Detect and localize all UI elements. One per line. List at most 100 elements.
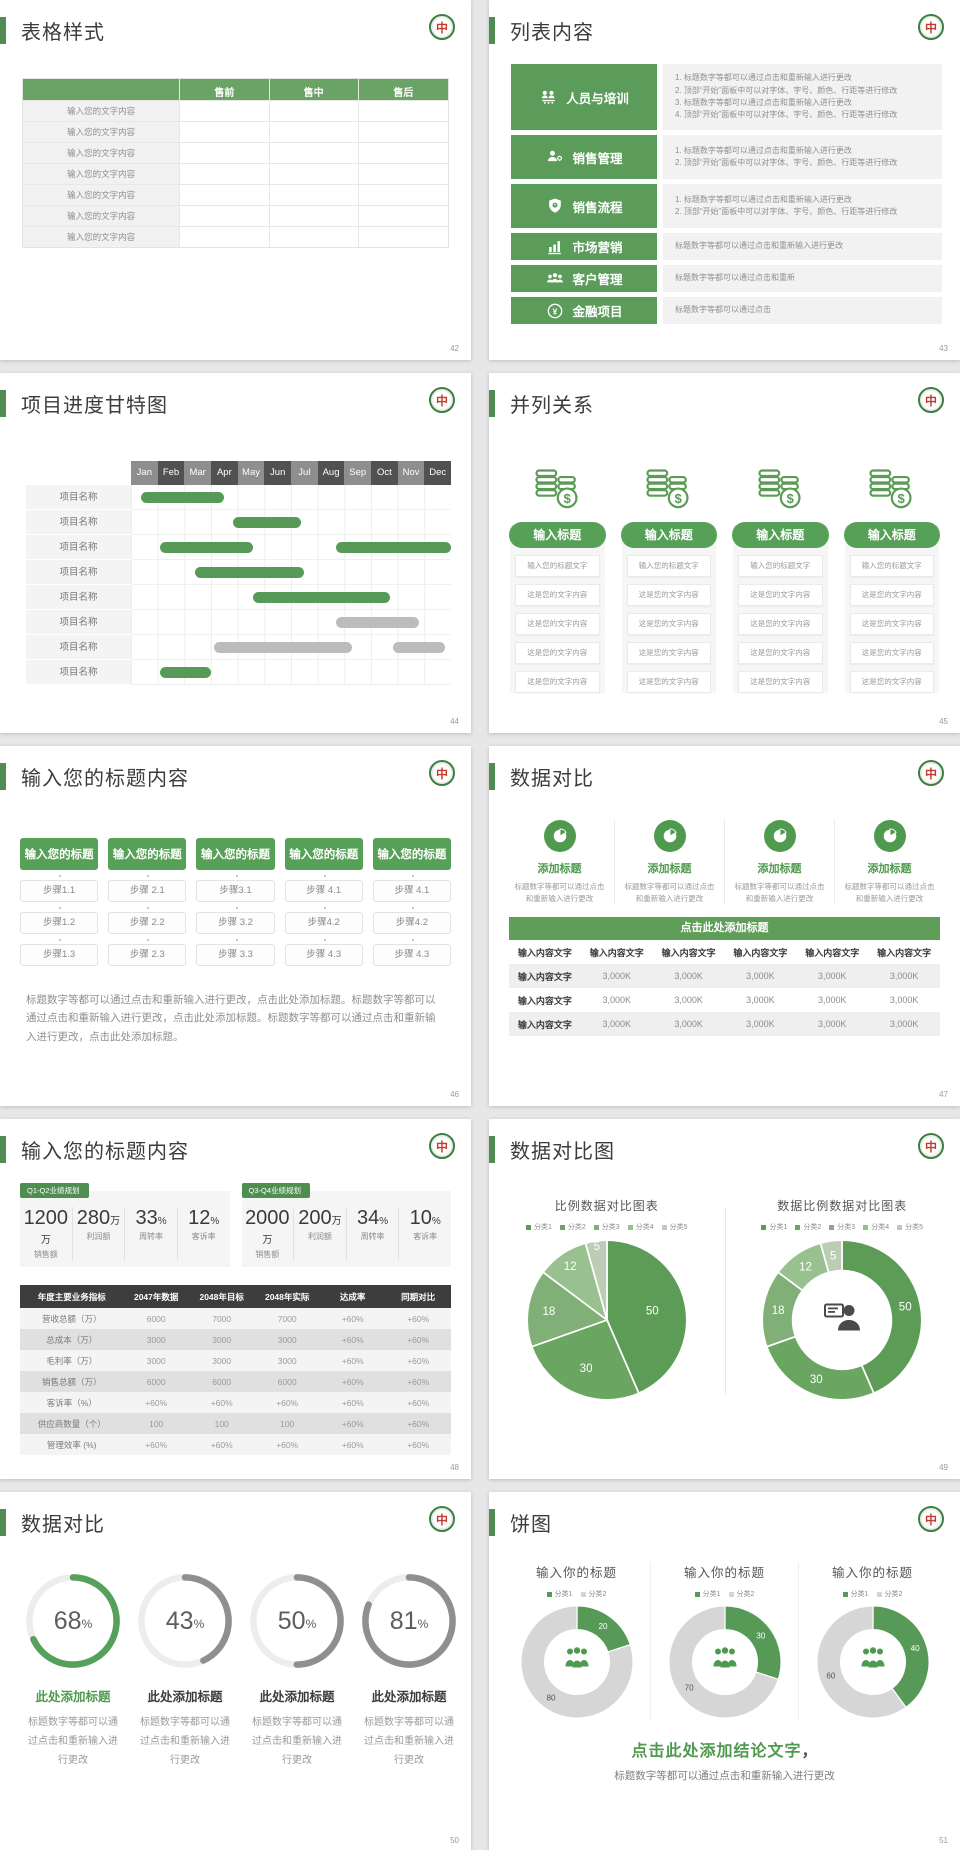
pie-slice (819, 1239, 844, 1274)
item-label-text: 人员与培训 (566, 91, 629, 106)
coin-icon: ¥ (548, 303, 563, 318)
step-column-header: 输入您的标题 (284, 838, 363, 870)
gantt-bar (335, 542, 451, 553)
column-strip (510, 525, 605, 693)
title-accent-bar (0, 390, 6, 417)
table-header-row: 年度主要业务指标 2047年数据 2048年目标 2048年实际 达成率 同期对比 (20, 1285, 451, 1308)
item-label: 销售管理 (511, 135, 657, 179)
kpi-stat: 34% 周转率 (345, 1207, 399, 1260)
column-strip (733, 525, 828, 693)
slide-title: 饼图 (510, 1514, 552, 1536)
legend-marker (661, 1224, 667, 1230)
gantt-row: 项目名称 (26, 585, 451, 610)
column-row: 输入您的标题文字 (738, 555, 823, 577)
ring-title: 此处添加标题 (147, 1690, 223, 1704)
table-row: 营收总额（万） 6000 7000 7000 +60% +60% (20, 1308, 451, 1329)
slice-value-label: 12 (799, 1261, 812, 1273)
slide-kpi-table[interactable]: 输入您的标题内容 中 Q1-Q2业绩规划 1200万 销售额 280万 利润额 33… (0, 1119, 471, 1479)
list: 人员与培训 1. 标题数字等都可以通过点击和重新输入进行更改 2. 顶部“开始”… (511, 64, 942, 324)
slide-gantt-chart[interactable]: 项目进度甘特图 中 Jan Feb Mar Apr May Jun Jul Aug Sep Oct… (0, 373, 471, 733)
people-training-icon (542, 90, 556, 104)
page-number: 42 (450, 344, 459, 353)
legend-item: 分类2 (876, 1589, 902, 1599)
slice-value-label: 60 (826, 1671, 836, 1680)
slice-value-label: 30 (810, 1374, 823, 1386)
chart-legend: 分类1 分类2 分类3 分类4 分类5 (725, 1222, 960, 1232)
gantt-row: 项目名称 (26, 535, 451, 560)
gantt-month-dec: Dec (424, 461, 452, 485)
gantt-month-header: Jan Feb Mar Apr May Jun Jul Aug Sep Oct Nov Dec (131, 461, 452, 485)
step-column-header: 输入您的标题 (20, 838, 99, 870)
gantt-bar (195, 567, 304, 578)
table-row: 输入您的文字内容 (23, 184, 448, 205)
row-label: 输入您的文字内容 (23, 184, 181, 205)
title-accent-bar (0, 1509, 6, 1536)
table-row: 输入您的文字内容 (23, 205, 448, 226)
item-label: ¥ 金融项目 (511, 297, 657, 324)
slide-list-content[interactable]: 列表内容 中 人员与培训 1. 标题数字等都可以通过点击和重新输入进行更改 2.… (489, 0, 960, 360)
ring-card: 50% 此处添加标题 标题数字等都可以通过点击和重新输入进行更改 (246, 1570, 348, 1770)
table-row: 总成本（万） 3000 3000 3000 +60% +60% (20, 1329, 451, 1350)
compare-card: 添加标题 标题数字等都可以通过点击和重新输入进行更改 (724, 820, 834, 905)
gantt-month-may: May (237, 461, 265, 485)
pie-slice (871, 1605, 930, 1709)
kpi-groups: Q1-Q2业绩规划 1200万 销售额 280万 利润额 33% 周转率 12% 客诉率… (20, 1183, 451, 1267)
coins-dollar-icon: $ (535, 469, 578, 509)
legend-item: 分类4 (863, 1222, 889, 1232)
pie-chart-icon (653, 820, 686, 852)
pie-title: 输入你的标题 (535, 1566, 617, 1580)
step-box: 步骤 2.3 (108, 939, 187, 966)
slice-value-label: 5 (830, 1251, 836, 1263)
item-line: 标题数字等都可以通过点击和重新 (675, 273, 795, 283)
row-label: 输入您的文字内容 (23, 205, 181, 226)
legend-item: 分类2 (728, 1589, 754, 1599)
list-item: 销售流程 1. 标题数字等都可以通过点击和重新输入进行更改 2. 顶部“开始”面… (511, 184, 942, 228)
gantt-rows: 项目名称 项目名称 项目名称 项目名称 项目名称 项目名称 项目名称 项目名称 (26, 485, 451, 685)
legend-item: 分类4 (627, 1222, 654, 1232)
ring-title: 此处添加标题 (371, 1690, 447, 1704)
gantt-row: 项目名称 (26, 610, 451, 635)
item-label: 市场营销 (511, 233, 657, 260)
table-row: 客诉率（%） +60% +60% +60% +60% +60% (20, 1392, 451, 1413)
slide-data-compare[interactable]: 数据对比 中 添加标题 标题数字等都可以通过点击和重新输入进行更改 添加标题 标… (489, 746, 960, 1106)
slide-table-style[interactable]: 表格样式 中 售前 售中 售后 输入您的文字内容 输入您的文字内容 输入您的文字… (0, 0, 471, 360)
column-row: 这是您的文字内容 (626, 613, 711, 635)
ring-desc: 标题数字等都可以通过点击和重新输入进行更改 (140, 1717, 230, 1766)
coins-dollar-icon: $ (646, 469, 690, 509)
legend-marker (728, 1591, 734, 1597)
ring-card: 43% 此处添加标题 标题数字等都可以通过点击和重新输入进行更改 (134, 1570, 236, 1770)
slide-progress-rings[interactable]: 数据对比 中 68% 此处添加标题 标题数字等都可以通过点击和重新输入进行更改 … (0, 1492, 471, 1850)
legend-item: 分类5 (661, 1222, 688, 1232)
pie-slice (841, 1239, 923, 1395)
title-accent-bar (0, 17, 6, 44)
step-box: 步骤4.2 (284, 907, 363, 934)
slice-value-label: 50 (646, 1305, 659, 1317)
gantt-month-aug: Aug (317, 461, 345, 485)
kpi-stat: 2000万 销售额 (245, 1207, 290, 1259)
gantt-month-apr: Apr (211, 461, 238, 485)
slide-pie-compare[interactable]: 数据对比图 中 比例数据对比图表 分类1 分类2 分类3 分类4 分类5 50 3… (489, 1119, 960, 1479)
svg-text:$: $ (898, 491, 906, 506)
column-title-pill: 输入标题 (732, 522, 829, 548)
school-logo: 中 (429, 14, 455, 40)
title-accent-bar (489, 17, 495, 44)
legend-marker (694, 1591, 700, 1597)
slide-steps[interactable]: 输入您的标题内容 中 输入您的标题 步骤1.1 步骤1.2 步骤1.3 输入您的… (0, 746, 471, 1106)
gantt-bar (159, 542, 253, 553)
slide-parallel-relation[interactable]: 并列关系 中 $ 输入标题 输入您的标题文字 这是您的文字内容 这是您的文字内容… (489, 373, 960, 733)
slide-pie-charts[interactable]: 饼图 中 输入你的标题 分类1 分类2 20 80 输入你的标题 分类1 分类2 (489, 1492, 960, 1850)
legend-marker (546, 1591, 552, 1597)
content-table: 售前 售中 售后 输入您的文字内容 输入您的文字内容 输入您的文字内容 输入您的… (22, 78, 449, 248)
legend-marker (525, 1224, 531, 1230)
column-row: 这是您的文字内容 (738, 613, 823, 635)
gantt-month-jun: Jun (264, 461, 292, 485)
parallel-columns: $ 输入标题 输入您的标题文字 这是您的文字内容 这是您的文字内容 这是您的文字… (507, 465, 942, 693)
legend-marker (580, 1591, 586, 1597)
progress-ring: 50% (246, 1570, 348, 1672)
step-column: 输入您的标题 步骤 4.1 步骤4.2 步骤 4.3 (372, 838, 452, 966)
table-row: 输入您的文字内容 (23, 100, 448, 121)
school-logo: 中 (918, 760, 944, 786)
column-row: 这是您的文字内容 (515, 613, 600, 635)
column-row: 这是您的文字内容 (626, 671, 711, 693)
gantt-row-label: 项目名称 (26, 560, 131, 585)
